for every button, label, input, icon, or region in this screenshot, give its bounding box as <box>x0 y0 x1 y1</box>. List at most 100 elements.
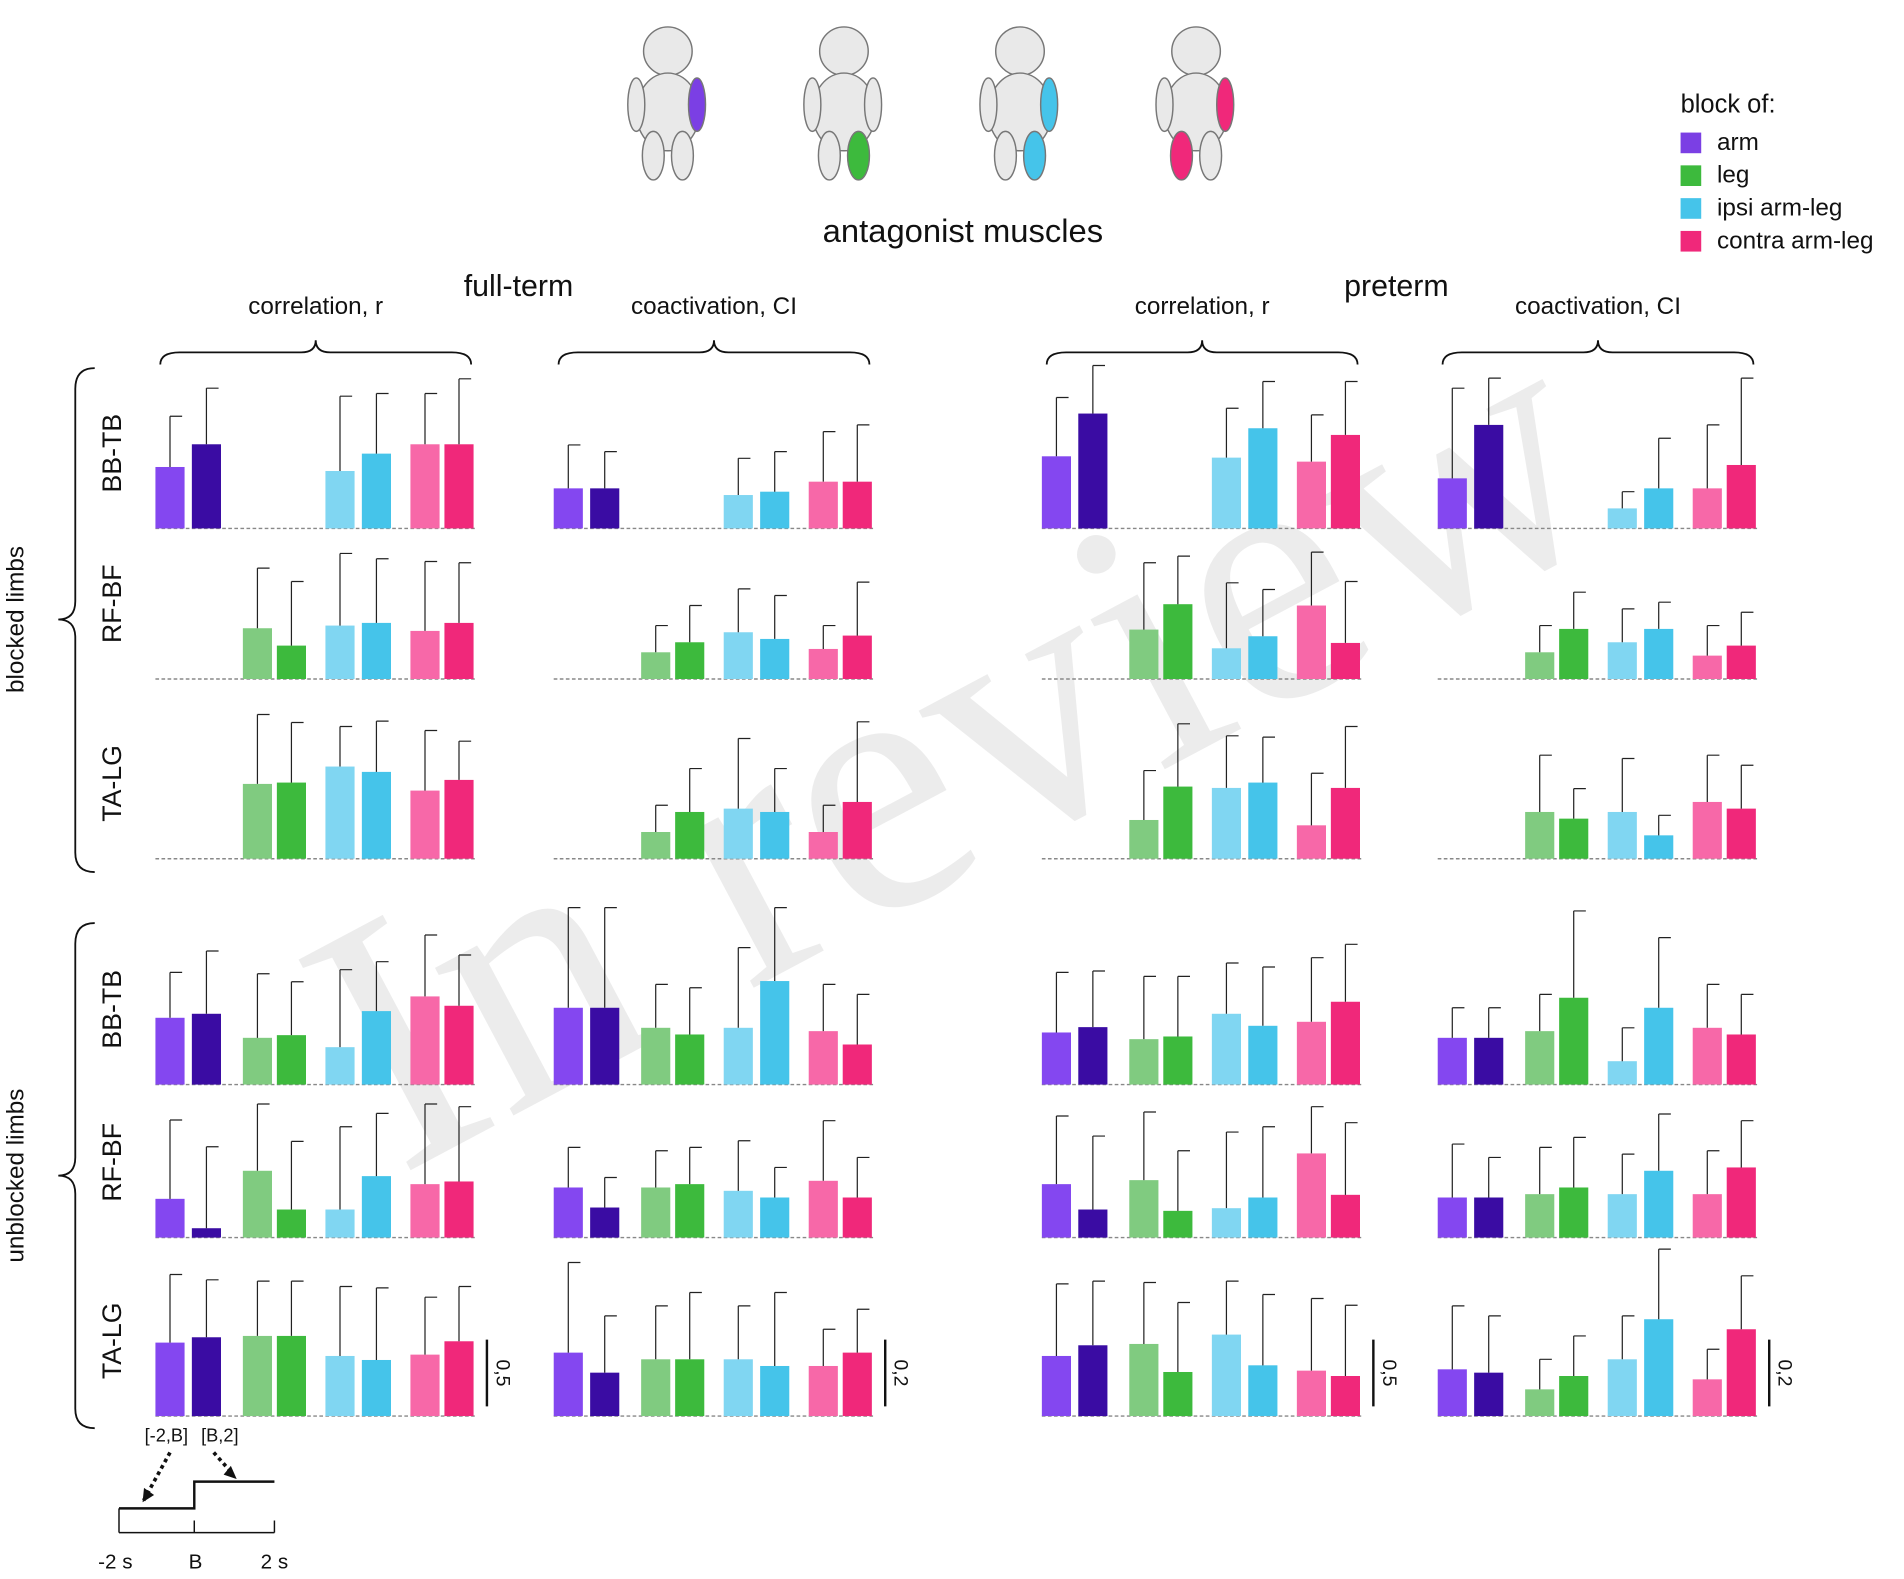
error-bar <box>1177 723 1190 787</box>
error-bar <box>1658 814 1671 836</box>
bar <box>325 1209 355 1238</box>
error-bar <box>774 594 787 639</box>
section-label: unblocked limbs <box>2 1089 29 1263</box>
timeline-tick: -2 s <box>98 1550 132 1573</box>
error-bar <box>1706 424 1720 489</box>
error-bar <box>655 624 668 653</box>
bar <box>760 638 790 679</box>
bar <box>444 622 474 679</box>
error-bar <box>1658 601 1671 629</box>
bar <box>1296 1370 1326 1417</box>
legend-swatch <box>1680 132 1702 154</box>
error-bar <box>339 1285 353 1356</box>
bar <box>1129 1039 1159 1085</box>
bar <box>590 1207 620 1238</box>
error-bar <box>689 1291 702 1360</box>
bar <box>1692 1027 1722 1085</box>
bar <box>1330 1376 1360 1417</box>
bar <box>410 996 440 1085</box>
section-label: blocked limbs <box>2 546 29 693</box>
bar <box>1078 1345 1108 1417</box>
row-label: TA-LG <box>97 745 127 822</box>
bar <box>1211 457 1241 529</box>
bar <box>808 481 838 529</box>
bar <box>1296 461 1326 529</box>
bar <box>1163 1371 1193 1417</box>
error-bar <box>604 906 617 1008</box>
error-bar <box>856 721 870 802</box>
error-bar <box>737 1305 751 1360</box>
bar <box>325 470 355 529</box>
error-bar <box>856 993 870 1045</box>
error-bar <box>424 560 438 631</box>
bar <box>723 808 753 859</box>
error-bar <box>1143 562 1156 630</box>
bar <box>1041 1032 1071 1085</box>
bar <box>1129 819 1159 859</box>
error-bar <box>1573 910 1586 998</box>
bar <box>723 1027 753 1085</box>
error-bar <box>1092 364 1105 414</box>
error-bar <box>655 804 668 832</box>
error-bar <box>1225 962 1239 1014</box>
error-bar <box>375 558 389 623</box>
error-bar <box>567 906 581 1008</box>
bar <box>1296 605 1326 679</box>
error-bar <box>774 1291 787 1366</box>
bar <box>1078 413 1108 529</box>
error-bar <box>1573 591 1586 629</box>
bar <box>410 630 440 679</box>
bar <box>1041 456 1071 529</box>
bar <box>1330 434 1360 529</box>
error-bar <box>604 1176 617 1208</box>
error-bar <box>1451 1143 1465 1198</box>
bar <box>760 981 790 1085</box>
bar <box>723 1190 753 1238</box>
bar <box>1559 818 1589 859</box>
error-bar <box>1658 1248 1671 1320</box>
error-bar <box>1621 608 1635 643</box>
bar <box>1692 655 1722 679</box>
error-bar <box>1262 966 1275 1026</box>
bar <box>1437 1369 1467 1417</box>
error-bar <box>1225 1131 1239 1209</box>
error-bar <box>1488 377 1501 425</box>
bar <box>1437 478 1467 529</box>
bar <box>808 648 838 679</box>
bar <box>325 1355 355 1417</box>
error-bar <box>1451 387 1465 479</box>
error-bar <box>375 720 389 772</box>
row-label: RF-BF <box>97 564 127 643</box>
bar <box>675 1034 705 1085</box>
bar <box>1296 1021 1326 1085</box>
error-bar <box>567 444 581 489</box>
bar <box>276 1335 306 1417</box>
bar <box>760 1365 790 1417</box>
bar <box>325 1047 355 1085</box>
error-bar <box>169 415 183 467</box>
bar <box>842 1197 872 1238</box>
bar <box>1163 604 1193 679</box>
error-bar <box>1539 624 1552 653</box>
error-bar <box>1055 1115 1069 1185</box>
timeline-inset <box>118 1451 276 1534</box>
bar <box>276 1035 306 1085</box>
bar <box>1437 1197 1467 1238</box>
bar <box>361 1359 391 1417</box>
error-bar <box>1488 1315 1501 1373</box>
error-bar <box>1310 1297 1324 1371</box>
bar <box>842 635 872 679</box>
error-bar <box>1573 1136 1586 1188</box>
error-bar <box>1344 380 1358 435</box>
error-bar <box>1177 975 1190 1037</box>
bar <box>155 1342 185 1417</box>
bar <box>1692 1194 1722 1238</box>
legend-title: block of: <box>1681 91 1776 119</box>
error-bar <box>1262 588 1275 637</box>
error-bar <box>856 1156 870 1198</box>
bar <box>242 783 272 859</box>
error-bar <box>567 1261 581 1353</box>
bar <box>1330 1001 1360 1085</box>
legend-label: contra arm-leg <box>1717 227 1873 254</box>
